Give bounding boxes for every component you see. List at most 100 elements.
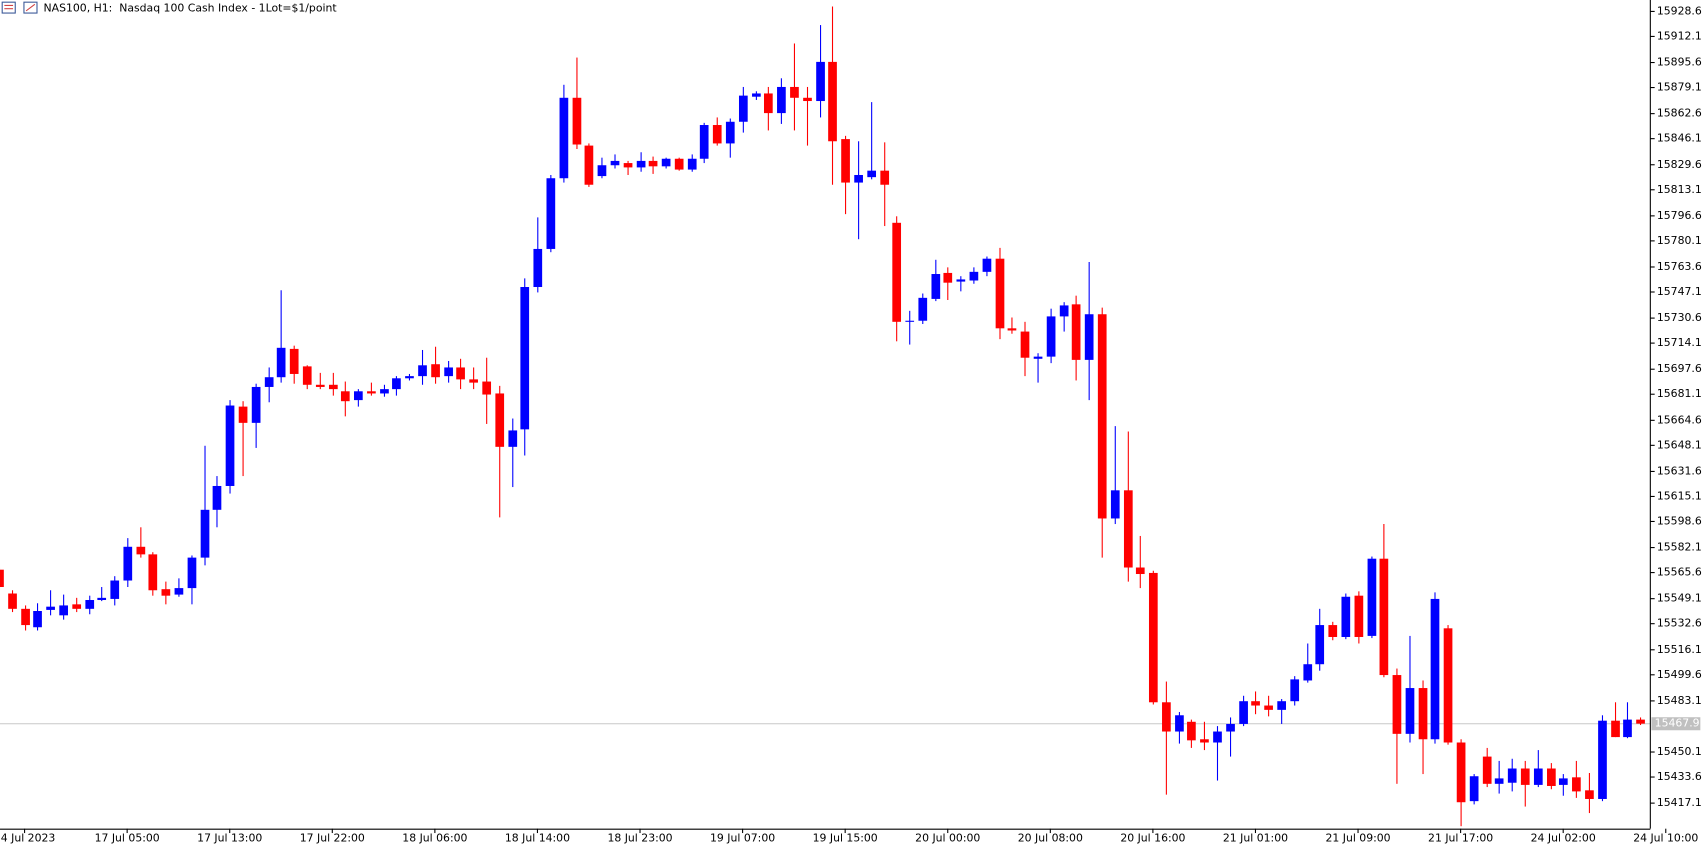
y-tick-label: 15697.6 [1657,362,1702,375]
candle-body [328,384,338,390]
candle-body [354,391,363,401]
candle-body [200,509,210,558]
y-tick-label: 15532.6 [1657,617,1702,630]
candle-body [943,272,953,283]
candle-body [1379,558,1389,676]
candle-body [969,271,979,281]
candle-body [803,97,812,102]
y-tick-label: 15615.1 [1657,489,1702,502]
candle-body [1418,688,1428,740]
y-tick-label: 15714.1 [1657,336,1702,349]
candle-body [276,347,286,378]
candle-body [854,174,863,183]
current-price-label: 15467.9 [1655,717,1700,730]
candle-body [1277,701,1287,710]
candle-body [1135,567,1145,575]
candle-body [520,287,530,430]
candle-body [1033,356,1043,359]
candle-body [1636,719,1645,724]
current-price-box [1651,717,1701,731]
x-tick-label: 18 Jul 14:00 [505,831,570,844]
candle-body [174,588,184,595]
x-tick-label: 19 Jul 07:00 [710,831,775,844]
chart-title: NAS100, H1: Nasdaq 100 Cash Index - 1Lot… [44,2,337,15]
candle-body [1405,688,1415,734]
candle-body [495,393,505,447]
candle-body [1392,675,1402,734]
candle-body [1162,702,1171,732]
y-tick-label: 15648.1 [1657,438,1702,451]
y-tick-label: 15928.6 [1657,4,1702,17]
y-tick-label: 15829.6 [1657,158,1702,171]
candle-body [367,391,376,394]
candle-body [1071,304,1081,360]
x-tick-label: 17 Jul 13:00 [197,831,262,844]
candle-body [738,95,748,122]
candle-body [546,178,556,249]
candle-body [828,61,837,142]
candle-body [8,593,17,609]
candle-body [1110,490,1120,519]
candle-body [405,376,414,379]
candle-body [712,125,722,144]
candle-body [251,386,261,423]
x-tick-label: 19 Jul 15:00 [813,831,878,844]
candle-body [123,546,133,581]
candle-body [572,97,582,145]
x-tick-label: 18 Jul 06:00 [402,831,467,844]
candle-body [1520,768,1530,785]
candle-body [648,160,658,167]
candle-body [482,381,492,395]
y-tick-label: 15450.1 [1657,745,1702,758]
y-tick-label: 15549.1 [1657,592,1702,605]
candle-body [533,248,543,288]
y-tick-label: 15862.6 [1657,107,1702,120]
candle-body [469,379,478,383]
x-tick-label: 21 Jul 17:00 [1428,831,1493,844]
candle-body [1097,314,1107,519]
candle-body [1341,596,1351,637]
candle-body [1469,776,1479,802]
y-tick-label: 15763.6 [1657,260,1702,273]
candle-body [956,279,966,282]
candle-body [33,610,42,628]
candle-body [1200,739,1209,743]
candle-body [1251,701,1260,706]
candle-body [880,170,890,185]
candle-body [187,557,197,589]
candle-body [1443,628,1453,743]
candle-body [559,97,569,179]
y-tick-label: 15879.1 [1657,81,1702,94]
y-tick-label: 15681.1 [1657,387,1702,400]
candle-body [1303,664,1313,681]
candle-body [1547,768,1556,786]
x-tick-label: 21 Jul 01:00 [1223,831,1288,844]
candle-body [1367,558,1377,636]
candle-body [392,378,401,390]
candle-body [636,160,646,168]
candle-body [623,163,633,168]
y-tick-label: 15516.1 [1657,643,1702,656]
y-tick-label: 15796.6 [1657,209,1702,222]
candle-body [777,86,786,114]
candle-body [687,158,697,170]
candle-body [315,384,325,387]
candle-body [238,406,248,423]
candle-body [1456,742,1466,803]
icon-line [25,3,36,12]
y-tick-label: 15433.6 [1657,770,1702,783]
candle-body [1007,328,1017,331]
candle-body [725,121,735,144]
candle-body [867,170,877,178]
y-tick-label: 15747.1 [1657,285,1702,298]
y-tick-label: 15631.6 [1657,464,1702,477]
candle-body [85,600,95,609]
candle-body [1354,595,1364,637]
candle-body [610,160,620,166]
y-tick-label: 15565.6 [1657,566,1702,579]
candle-body [661,158,671,167]
candle-body [1046,316,1056,357]
candle-body [1020,331,1030,358]
